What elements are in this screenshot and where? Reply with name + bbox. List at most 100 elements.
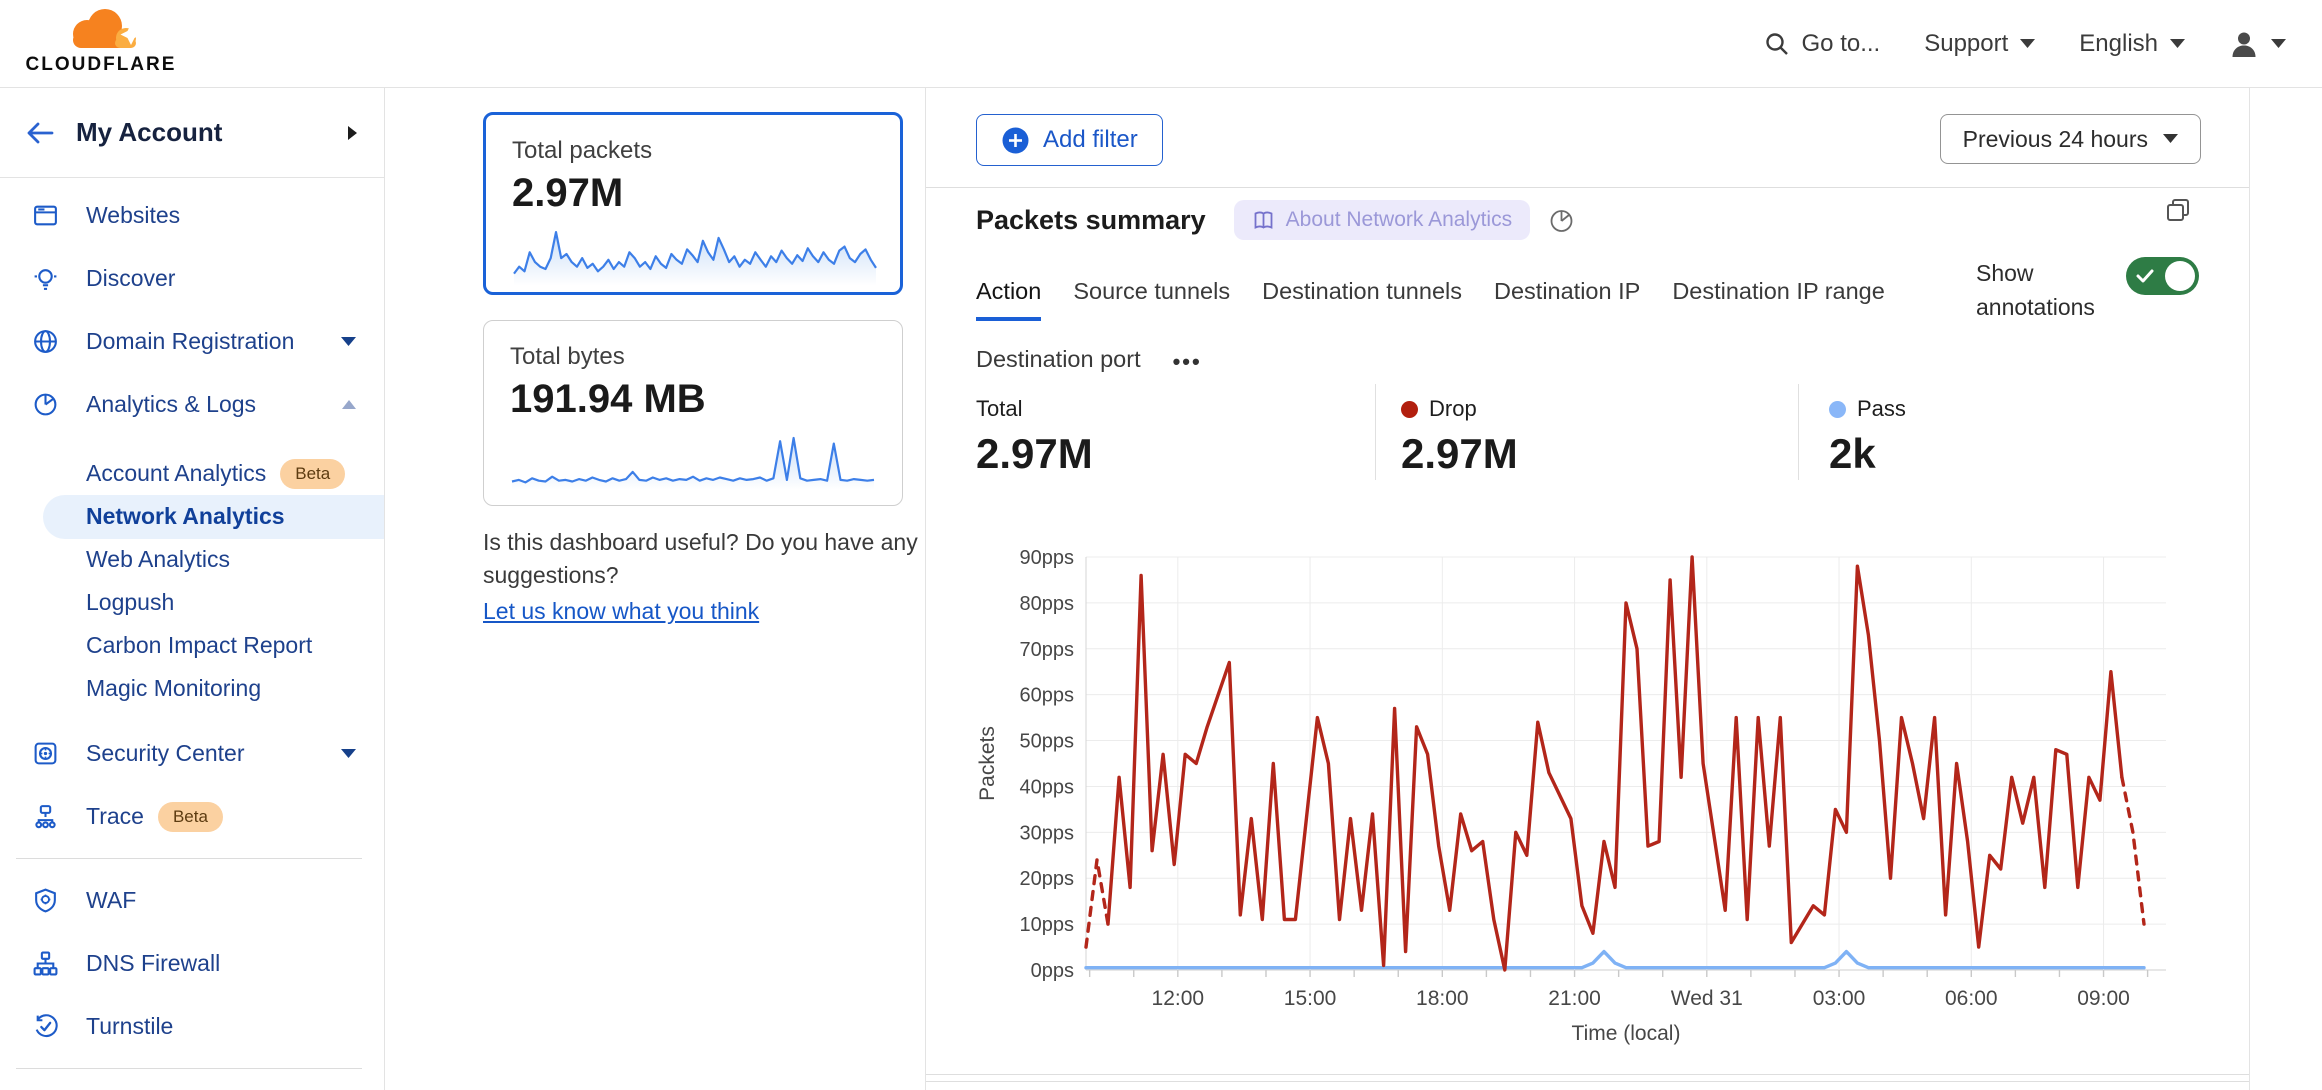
cloudflare-logo[interactable]: CLOUDFLARE	[16, 4, 186, 76]
sidebar-item-domain-registration[interactable]: Domain Registration	[0, 310, 384, 373]
sidebar-item-web-analytics[interactable]: Web Analytics	[86, 546, 231, 572]
hierarchy-icon	[32, 950, 59, 977]
account-name: My Account	[76, 117, 223, 147]
svg-text:70pps: 70pps	[1020, 639, 1075, 661]
top-nav-bar: CLOUDFLARE Go to... Support English	[0, 0, 2322, 88]
panel-title: Packets summary	[976, 204, 1206, 235]
more-tabs-button[interactable]: •••	[1172, 348, 1202, 374]
stat-drop: Drop 2.97M	[1401, 396, 1518, 477]
svg-text:21:00: 21:00	[1548, 987, 1601, 1010]
cloudflare-wordmark: CLOUDFLARE	[25, 54, 177, 75]
sidebar-item-security-center[interactable]: Security Center	[0, 722, 384, 785]
tab-action[interactable]: Action	[976, 278, 1042, 321]
language-label: English	[2079, 30, 2158, 57]
chevron-down-icon	[2271, 39, 2286, 48]
feedback-block: Is this dashboard useful? Do you have an…	[483, 526, 941, 628]
support-label: Support	[1924, 30, 2009, 57]
svg-text:03:00: 03:00	[1813, 987, 1866, 1010]
total-bytes-sparkline	[511, 436, 875, 490]
sidebar-item-carbon-impact-report[interactable]: Carbon Impact Report	[86, 632, 313, 658]
sidebar-item-discover[interactable]: Discover	[0, 247, 384, 310]
svg-text:50pps: 50pps	[1020, 731, 1075, 753]
svg-text:80pps: 80pps	[1020, 593, 1075, 615]
book-icon	[1254, 211, 1273, 229]
active-item-pill: Network Analytics	[43, 494, 384, 539]
svg-text:90pps: 90pps	[1020, 547, 1075, 569]
svg-text:06:00: 06:00	[1945, 987, 1998, 1010]
time-range-dropdown[interactable]: Previous 24 hours	[1939, 114, 2201, 164]
add-filter-button[interactable]: Add filter	[976, 114, 1163, 166]
tab-source-tunnels[interactable]: Source tunnels	[1073, 278, 1231, 304]
svg-text:60pps: 60pps	[1020, 685, 1075, 707]
sidebar-item-account-analytics[interactable]: Account Analytics Beta	[0, 452, 384, 495]
tab-destination-port[interactable]: Destination port	[976, 346, 1141, 372]
feedback-link[interactable]: Let us know what you think	[483, 598, 760, 624]
globe-icon	[32, 328, 59, 355]
search-icon	[1765, 33, 1788, 55]
packets-chart[interactable]: 0pps 10pps 20pps 30pps 40pps 50pps 60pps 70pps 8…	[946, 540, 2236, 1065]
stat-drop-value: 2.97M	[1401, 430, 1518, 477]
clock-check-icon	[32, 1013, 59, 1040]
lightbulb-icon	[32, 265, 59, 292]
chevron-down-icon	[2163, 134, 2178, 143]
sidebar-item-waf[interactable]: WAF	[0, 869, 384, 932]
about-network-analytics-badge[interactable]: About Network Analytics	[1233, 200, 1531, 240]
sidebar-divider	[16, 1068, 362, 1069]
sidebar-item-trace[interactable]: Trace Beta	[0, 785, 384, 848]
svg-text:0pps: 0pps	[1031, 960, 1074, 982]
stat-divider	[1375, 384, 1376, 480]
support-menu[interactable]: Support	[1924, 30, 2036, 58]
svg-text:15:00: 15:00	[1284, 987, 1337, 1010]
sidebar-item-logpush[interactable]: Logpush	[86, 589, 175, 615]
check-icon	[2136, 269, 2154, 283]
feedback-text: Is this dashboard useful? Do you have an…	[483, 529, 918, 588]
pie-chart-icon[interactable]	[1548, 207, 1575, 234]
total-packets-card[interactable]: Total packets 2.97M	[483, 112, 903, 295]
account-menu[interactable]	[2229, 29, 2286, 59]
sidebar-item-websites[interactable]: Websites	[0, 184, 384, 247]
dimension-tabs-row-1: Action Source tunnels Destination tunnel…	[976, 278, 1885, 321]
svg-text:09:00: 09:00	[2077, 987, 2130, 1010]
sidebar-item-analytics-logs[interactable]: Analytics & Logs	[0, 373, 384, 436]
language-menu[interactable]: English	[2079, 30, 2185, 58]
expand-copy-icon[interactable]	[2164, 196, 2192, 224]
total-bytes-card[interactable]: Total bytes 191.94 MB	[483, 320, 903, 506]
chevron-down-icon	[341, 336, 356, 346]
show-annotations-toggle[interactable]	[2126, 257, 2199, 295]
vault-icon	[32, 740, 59, 767]
sidebar-item-dns-firewall[interactable]: DNS Firewall	[0, 932, 384, 995]
card-title: Total packets	[512, 137, 653, 164]
trace-tree-icon	[32, 803, 59, 830]
svg-text:Time (local): Time (local)	[1572, 1022, 1681, 1045]
sidebar-item-turnstile[interactable]: Turnstile	[0, 995, 384, 1058]
tab-destination-ip[interactable]: Destination IP	[1494, 278, 1641, 304]
summary-column: Total packets 2.97M Total bytes 191.94 M…	[386, 88, 925, 1090]
stat-pass: Pass 2k	[1829, 396, 1906, 477]
stat-total: Total 2.97M	[976, 396, 1093, 477]
chevron-right-icon[interactable]	[347, 125, 358, 141]
sidebar-divider	[16, 858, 362, 859]
main-panel: Add filter Previous 24 hours Packets sum…	[925, 88, 2250, 1090]
goto-search[interactable]: Go to...	[1764, 30, 1880, 58]
stat-pass-value: 2k	[1829, 430, 1876, 477]
toggle-knob	[2165, 261, 2195, 291]
tab-destination-ip-range[interactable]: Destination IP range	[1672, 278, 1885, 304]
card-title: Total bytes	[510, 343, 625, 370]
card-value: 2.97M	[512, 171, 624, 215]
sidebar-account-header[interactable]: My Account	[0, 88, 384, 178]
svg-text:Wed 31: Wed 31	[1671, 987, 1743, 1010]
sidebar-item-magic-monitoring[interactable]: Magic Monitoring	[86, 675, 262, 701]
panel-bottom-divider	[926, 1074, 2249, 1075]
back-arrow-icon[interactable]	[24, 119, 56, 147]
dimension-tabs-row-2: Destination port •••	[976, 346, 1202, 385]
panel-title-row: Packets summary About Network Analytics	[976, 200, 1575, 240]
chevron-down-icon	[341, 748, 356, 758]
panel-divider	[926, 187, 2249, 188]
chevron-down-icon	[2170, 39, 2185, 48]
chevron-up-icon	[342, 400, 356, 409]
tab-destination-tunnels[interactable]: Destination tunnels	[1262, 278, 1462, 304]
svg-text:40pps: 40pps	[1020, 776, 1075, 798]
svg-text:30pps: 30pps	[1020, 822, 1075, 844]
drop-legend-dot	[1401, 400, 1418, 418]
sidebar-item-network-analytics[interactable]: Network Analytics	[0, 494, 384, 539]
